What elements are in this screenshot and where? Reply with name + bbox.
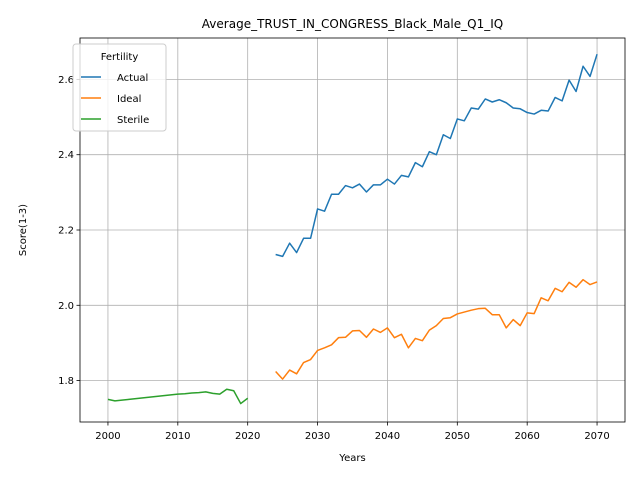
x-tick-label: 2050 [445,431,470,442]
legend-title: Fertility [101,52,139,63]
legend-label-actual: Actual [117,73,148,84]
y-tick-label: 2.0 [58,301,74,312]
y-axis-label: Score(1-3) [18,204,29,256]
x-tick-label: 2060 [514,431,539,442]
series-line-ideal [275,278,598,380]
x-tick-label: 2010 [165,431,190,442]
y-tick-label: 2.4 [58,150,74,161]
legend: Fertility Actual Ideal Sterile [72,43,167,132]
legend-label-sterile: Sterile [117,115,149,126]
legend-label-ideal: Ideal [117,94,141,105]
series-line-actual [275,53,598,258]
x-tick-label: 2040 [375,431,400,442]
series-line-sterile [107,388,249,405]
x-tick-label: 2070 [584,431,609,442]
grid [80,38,625,422]
series-lines [107,53,598,405]
y-tick-label: 1.8 [58,376,74,387]
chart-title: Average_TRUST_IN_CONGRESS_Black_Male_Q1_… [202,17,503,31]
x-tick-label: 2020 [235,431,260,442]
y-tick-label: 2.6 [58,75,74,86]
y-tick-label: 2.2 [58,226,74,237]
legend-entries: Actual Ideal Sterile [81,73,149,126]
legend-box [72,43,167,132]
x-tick-label: 2000 [95,431,120,442]
x-tick-label: 2030 [305,431,330,442]
x-axis-label: Years [338,453,365,464]
x-axis-ticks: 2000 2010 2020 2030 2040 2050 2060 2070 [95,422,610,442]
